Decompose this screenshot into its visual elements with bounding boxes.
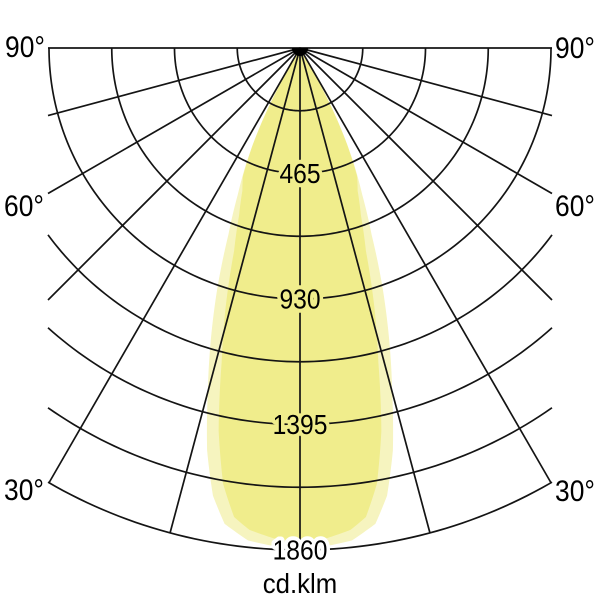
radial-tick-label-1860: 1860 xyxy=(273,534,328,566)
angle-label-left-30: 30° xyxy=(4,474,44,507)
angle-grid-ray-15 xyxy=(299,47,431,534)
angle-label-left-60: 60° xyxy=(4,190,44,223)
radial-grid-arc-1628 xyxy=(47,407,553,489)
angle-label-left-90: 90° xyxy=(5,31,45,64)
angle-grid-ray-45 xyxy=(299,47,553,301)
angle-grid-ray--30 xyxy=(48,47,301,484)
radial-tick-label-1395: 1395 xyxy=(273,409,328,441)
angle-grid-ray-75 xyxy=(299,47,553,117)
angle-grid-ray-30 xyxy=(299,47,552,484)
radial-grid-arc-1860 xyxy=(47,481,553,551)
radial-grid-arc-1395 xyxy=(47,327,553,426)
radial-tick-label-465: 465 xyxy=(279,158,320,190)
angle-label-right-90: 90° xyxy=(555,32,595,65)
radial-tick-label-930: 930 xyxy=(279,283,320,315)
unit-label: cd.klm xyxy=(262,568,338,599)
angle-label-right-30: 30° xyxy=(555,475,595,508)
angle-grid-ray--45 xyxy=(47,47,301,301)
angle-grid-ray--75 xyxy=(47,47,301,117)
angle-label-right-60: 60° xyxy=(555,190,595,223)
lamp-origin-marker xyxy=(292,48,308,56)
angle-grid-ray--15 xyxy=(169,47,301,534)
angle-grid-ray--60 xyxy=(47,47,301,195)
angle-grid-ray-60 xyxy=(299,47,553,195)
